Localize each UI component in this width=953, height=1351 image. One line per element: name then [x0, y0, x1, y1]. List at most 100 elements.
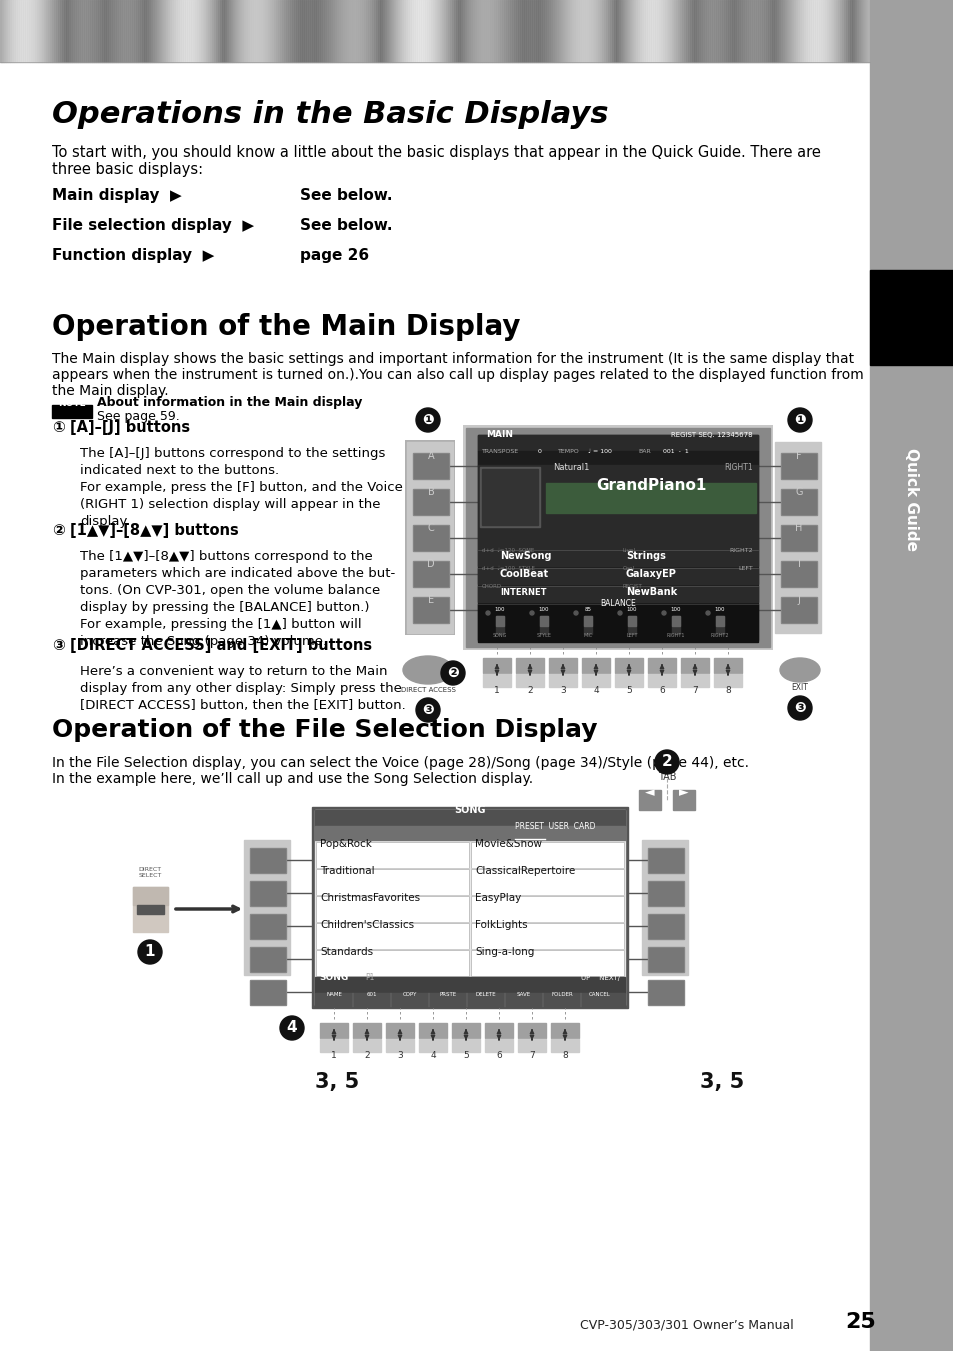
Bar	[448, 0, 450, 62]
Text: SAVE: SAVE	[517, 992, 531, 997]
Bar	[246, 0, 248, 62]
Bar	[436, 0, 437, 62]
Bar	[94, 0, 96, 62]
Bar	[771, 0, 773, 62]
Bar	[621, 0, 623, 62]
Bar	[471, 842, 623, 867]
Bar	[416, 0, 417, 62]
Text: SONG: SONG	[454, 805, 485, 815]
Bar	[328, 0, 330, 62]
Bar	[142, 0, 144, 62]
Bar	[671, 616, 679, 634]
Bar	[137, 905, 164, 915]
Bar	[140, 0, 142, 62]
Bar	[585, 0, 587, 62]
Bar	[565, 0, 567, 62]
Bar	[326, 0, 328, 62]
Bar	[407, 442, 453, 634]
Bar	[314, 0, 315, 62]
Bar	[82, 0, 84, 62]
Bar	[510, 0, 512, 62]
Bar	[386, 1039, 414, 1052]
Text: 601: 601	[366, 992, 376, 997]
Bar	[315, 869, 469, 894]
Text: 4: 4	[287, 1020, 297, 1035]
Bar	[765, 0, 767, 62]
Bar	[34, 0, 36, 62]
Bar	[594, 0, 596, 62]
Bar	[268, 0, 270, 62]
Bar	[767, 0, 769, 62]
Text: 4: 4	[430, 1051, 436, 1061]
Bar	[10, 0, 12, 62]
Text: TRANSPOSE: TRANSPOSE	[481, 449, 518, 454]
Bar	[395, 0, 397, 62]
Bar	[471, 950, 623, 975]
Bar	[468, 0, 470, 62]
Bar	[24, 0, 26, 62]
Bar	[91, 0, 94, 62]
Text: E: E	[428, 594, 434, 605]
Bar	[414, 598, 448, 621]
Bar	[581, 674, 609, 688]
Text: Live!: Live!	[622, 549, 636, 553]
Text: 5: 5	[462, 1051, 468, 1061]
Bar	[663, 0, 665, 62]
Bar	[639, 790, 660, 811]
Text: ClassicalRepertoire: ClassicalRepertoire	[475, 866, 575, 875]
Bar	[314, 993, 624, 1006]
Text: 4: 4	[593, 686, 598, 694]
Text: NAME: NAME	[326, 992, 341, 997]
Bar	[322, 0, 324, 62]
Bar	[698, 0, 700, 62]
Bar	[152, 0, 153, 62]
Bar	[519, 0, 521, 62]
Text: 1: 1	[494, 686, 499, 694]
Bar	[548, 658, 577, 673]
Bar	[434, 0, 436, 62]
Bar	[781, 526, 815, 550]
Bar	[319, 1039, 348, 1052]
Text: PRESET  USER  CARD: PRESET USER CARD	[515, 821, 595, 831]
Bar	[639, 0, 641, 62]
Bar	[514, 0, 516, 62]
Bar	[423, 0, 426, 62]
Bar	[212, 0, 213, 62]
Circle shape	[655, 750, 679, 774]
Bar	[308, 0, 310, 62]
Bar	[132, 888, 168, 932]
Bar	[815, 0, 817, 62]
Text: SONG: SONG	[318, 973, 348, 982]
Circle shape	[574, 611, 578, 615]
Bar	[507, 0, 510, 62]
Bar	[403, 0, 406, 62]
Bar	[224, 0, 226, 62]
Circle shape	[787, 696, 811, 720]
Bar	[481, 469, 537, 526]
Bar	[315, 950, 469, 975]
Text: ♩ = 100: ♩ = 100	[587, 449, 611, 454]
Bar	[324, 0, 326, 62]
Bar	[108, 0, 110, 62]
Text: ①: ①	[52, 420, 65, 435]
Text: EasyPlay: EasyPlay	[475, 893, 520, 902]
Bar	[733, 0, 735, 62]
Bar	[741, 0, 743, 62]
Text: ►: ►	[679, 786, 688, 798]
Bar	[178, 0, 180, 62]
Bar	[290, 0, 292, 62]
Bar	[723, 0, 725, 62]
Bar	[778, 0, 780, 62]
Text: 1: 1	[145, 944, 155, 959]
Bar	[862, 0, 863, 62]
Bar	[853, 0, 855, 62]
Text: Movie&Show: Movie&Show	[475, 839, 541, 848]
Text: 6: 6	[659, 686, 664, 694]
Bar	[297, 0, 299, 62]
Bar	[787, 0, 789, 62]
Bar	[605, 0, 607, 62]
Bar	[867, 0, 869, 62]
Bar	[525, 0, 527, 62]
Bar	[527, 0, 530, 62]
Bar	[696, 0, 698, 62]
